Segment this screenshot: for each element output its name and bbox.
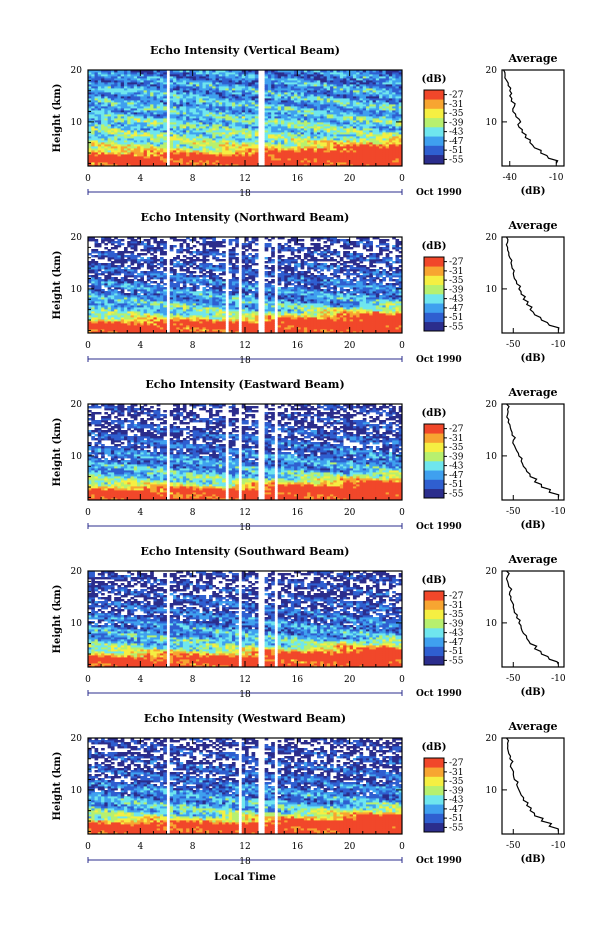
panel-title: Echo Intensity (Northward Beam) <box>141 211 350 224</box>
average-x-label: (dB) <box>521 186 546 197</box>
average-y-tick-label: 20 <box>486 66 498 76</box>
x-tick-label: 8 <box>190 174 196 184</box>
average-frame <box>502 70 564 166</box>
average-y-tick-label: 10 <box>486 118 498 128</box>
y-tick-label: 10 <box>71 118 83 128</box>
x-tick-label: 0 <box>85 174 91 184</box>
colorbar-unit: (dB) <box>422 74 447 85</box>
colorbar-segment <box>424 127 444 137</box>
colorbar-segment <box>424 146 444 156</box>
average-x-tick-label: -10 <box>549 173 564 183</box>
panel-0: Echo Intensity (Vertical Beam) 0 4 8 12 16 20 0… <box>52 44 564 199</box>
y-axis-label: Height (km) <box>52 84 63 153</box>
x-tick-label: 16 <box>292 174 304 184</box>
colorbar-segment <box>424 90 444 100</box>
x-tick-label: 0 <box>399 174 405 184</box>
y-tick-label: 20 <box>71 66 83 76</box>
date-marker-label: 18 <box>239 189 251 199</box>
colorbar-segment <box>424 118 444 128</box>
heatmap-cells <box>88 70 402 166</box>
colorbar-segment <box>424 136 444 146</box>
colorbar-segment <box>424 99 444 109</box>
panel-title: Echo Intensity (Vertical Beam) <box>150 44 340 57</box>
colorbar-tick-label: -55 <box>449 155 464 165</box>
x-tick-label: 12 <box>239 174 250 184</box>
date-label: Oct 1990 <box>416 188 462 198</box>
average-title: Average <box>507 52 557 65</box>
x-tick-label: 20 <box>344 174 356 184</box>
average-x-tick-label: -40 <box>503 173 518 183</box>
average-profile-line <box>504 70 558 163</box>
colorbar-segment <box>424 109 444 119</box>
colorbar-segment <box>424 155 444 165</box>
heatmap-cells <box>88 237 402 333</box>
x-tick-label: 4 <box>137 174 143 184</box>
